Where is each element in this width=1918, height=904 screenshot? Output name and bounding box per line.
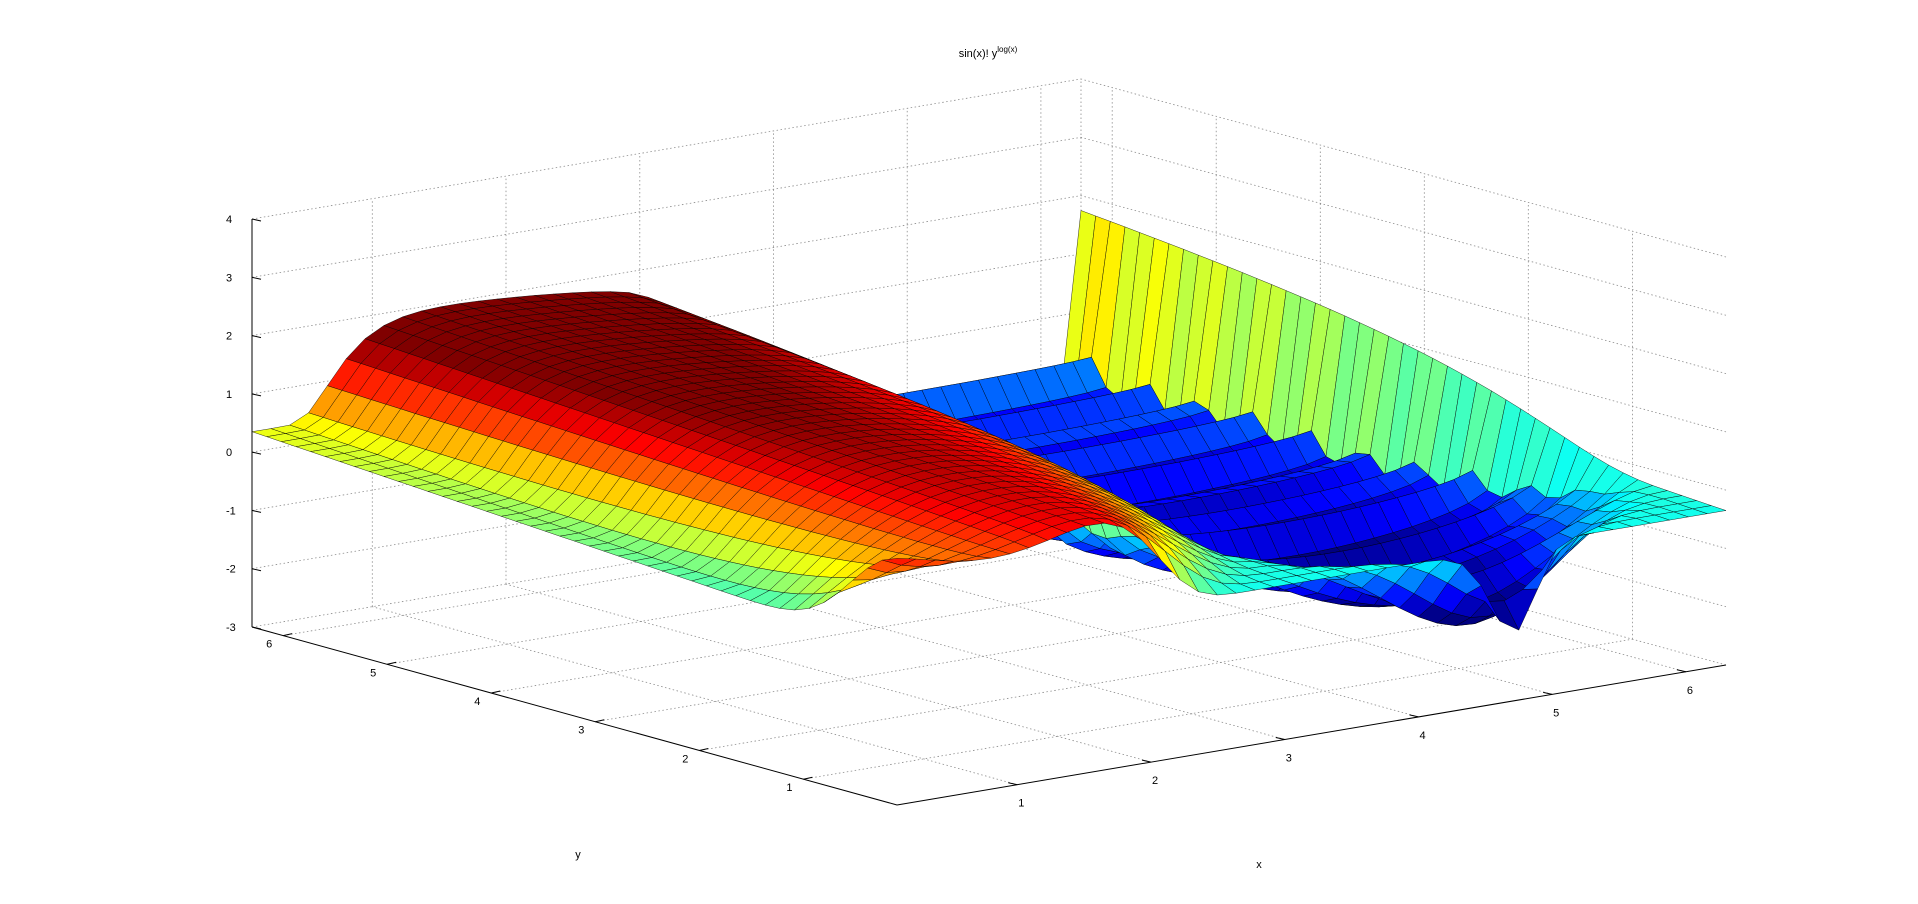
z-tick-mark-1 [251, 393, 262, 397]
back-wall-grid-z-4 [251, 78, 1082, 220]
chart-title: sin(x)! ylog(x) [959, 45, 1018, 60]
floor-grid-y-2 [699, 610, 1529, 751]
floor-grid-x-2 [505, 583, 1152, 763]
z-tick-label-2: 2 [226, 331, 232, 343]
x-tick-mark-1 [1008, 782, 1018, 786]
x-axis-line [896, 664, 1727, 806]
floor-grid-x-1 [372, 606, 1018, 786]
z-tick-label-1: 1 [226, 389, 232, 401]
surface-patch [882, 558, 916, 566]
z-tick-label--3: -3 [226, 622, 236, 634]
y-tick-label-6: 6 [266, 639, 272, 651]
z-tick-mark-2 [251, 335, 262, 339]
chart-title-superscript: log(x) [997, 45, 1017, 54]
tick-labels: 1 2 3 4 5 6 1 2 3 4 5 6 -3 -2 -1 0 1 2 3 4 [226, 214, 1693, 810]
floor-grid-y-3 [595, 581, 1425, 723]
back-wall-grid-z-2 [251, 195, 1082, 336]
x-tick-label-3: 3 [1286, 753, 1292, 765]
y-tick-label-1: 1 [786, 782, 792, 794]
axes [251, 219, 1727, 806]
x-tick-label-5: 5 [1553, 707, 1559, 719]
z-tick-label-0: 0 [226, 447, 232, 459]
x-tick-mark-5 [1543, 691, 1553, 695]
y-tick-label-2: 2 [682, 754, 688, 766]
x-tick-mark-2 [1141, 759, 1152, 763]
x-tick-mark-6 [1676, 669, 1687, 673]
y-tick-label-5: 5 [370, 667, 376, 679]
y-tick-mark-5 [387, 661, 397, 665]
y-tick-mark-6 [283, 633, 293, 637]
z-tick-label-4: 4 [226, 214, 232, 226]
floor-grid-y-1 [803, 638, 1633, 780]
z-tick-mark--3 [251, 626, 262, 630]
surface-plot [251, 210, 1727, 631]
y-axis-line [251, 626, 898, 806]
y-tick-mark-4 [491, 690, 501, 694]
y-tick-mark-2 [699, 748, 709, 751]
x-tick-mark-4 [1409, 714, 1419, 718]
z-tick-mark-3 [251, 276, 262, 280]
side-wall-grid-z-4 [1080, 78, 1727, 258]
y-tick-label-3: 3 [578, 725, 584, 737]
back-wall-grid-z-3 [251, 136, 1082, 278]
x-tick-label-6: 6 [1687, 685, 1693, 697]
z-tick-mark--1 [251, 509, 262, 513]
z-tick-mark--2 [251, 568, 262, 572]
z-tick-label--2: -2 [226, 564, 236, 576]
chart-title-base: sin(x)! y [959, 48, 998, 60]
y-axis-label: y [575, 849, 581, 861]
x-axis-label: x [1256, 859, 1262, 871]
x-tick-mark-3 [1275, 737, 1285, 740]
y-tick-mark-3 [595, 719, 605, 723]
x-tick-label-1: 1 [1018, 798, 1024, 810]
z-tick-mark-4 [251, 218, 262, 222]
z-tick-mark-0 [251, 451, 262, 455]
z-tick-label--1: -1 [226, 505, 236, 517]
y-tick-label-4: 4 [474, 696, 480, 708]
x-tick-label-2: 2 [1152, 775, 1158, 787]
z-tick-label-3: 3 [226, 272, 232, 284]
y-tick-mark-1 [803, 776, 813, 780]
x-tick-label-4: 4 [1419, 730, 1425, 742]
